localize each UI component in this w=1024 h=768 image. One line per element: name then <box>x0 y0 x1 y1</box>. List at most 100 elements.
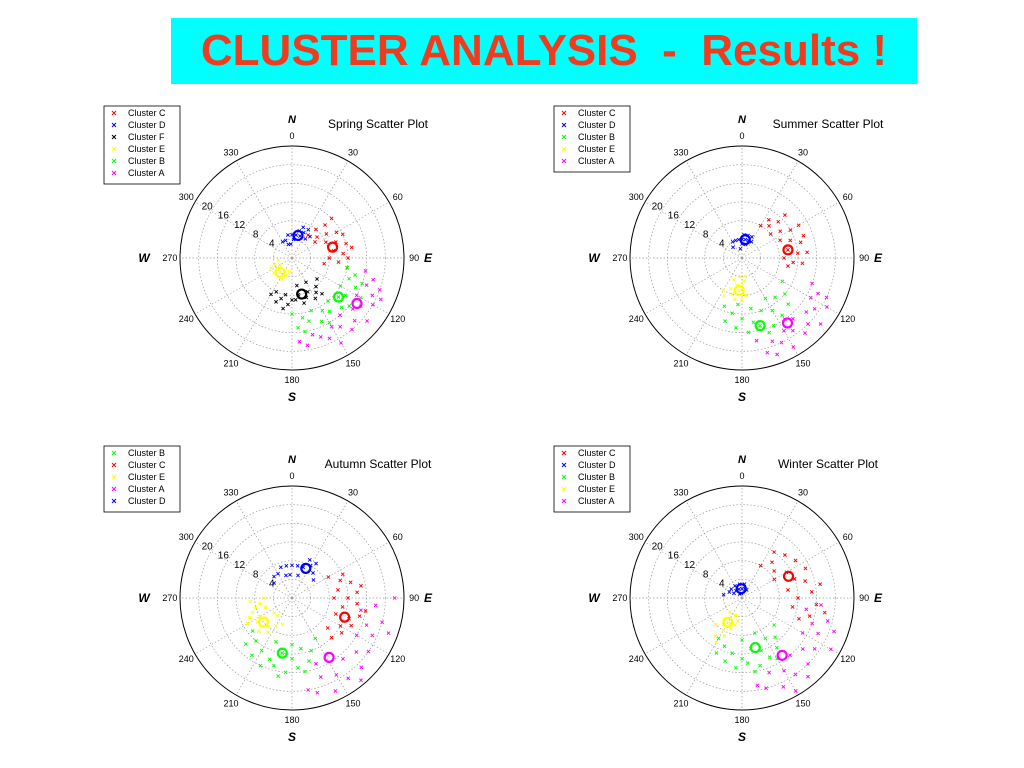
angle-tick-label: 120 <box>390 314 405 324</box>
legend-entry: Cluster B <box>128 448 165 458</box>
radial-tick-label: 16 <box>668 551 680 562</box>
scatter-point <box>754 338 759 343</box>
scatter-point <box>780 313 785 318</box>
compass-e-label: E <box>874 251 883 265</box>
scatter-point <box>782 213 787 218</box>
scatter-point <box>814 602 819 607</box>
scatter-point <box>808 295 813 300</box>
scatter-point <box>728 610 732 615</box>
radial-grid-circle <box>704 220 780 296</box>
scatter-point <box>722 634 727 638</box>
scatter-point <box>359 608 363 613</box>
radial-tick-label: 12 <box>684 560 696 571</box>
scatter-point <box>294 283 299 288</box>
scatter-point <box>314 227 318 232</box>
radial-tick-label: 8 <box>703 229 709 240</box>
scatter-point <box>772 577 777 582</box>
scatter-point <box>788 238 793 243</box>
compass-n-label: N <box>288 114 297 126</box>
legend-marker <box>111 486 117 492</box>
scatter-point <box>347 304 352 308</box>
radial-tick-label: 4 <box>719 579 725 590</box>
scatter-point <box>730 651 735 656</box>
scatter-point <box>758 663 763 668</box>
angle-tick-label: 240 <box>629 654 644 664</box>
scatter-point <box>767 330 772 335</box>
scatter-point <box>269 292 273 297</box>
scatter-point <box>324 231 329 236</box>
angle-tick-label: 60 <box>843 192 853 202</box>
scatter-point <box>736 302 740 307</box>
scatter-point <box>828 647 833 652</box>
scatter-point <box>782 292 787 296</box>
scatter-point <box>363 269 368 273</box>
scatter-point <box>336 260 341 264</box>
radial-tick-label: 12 <box>684 220 696 231</box>
scatter-point <box>745 661 750 666</box>
angle-spoke <box>685 160 743 259</box>
winter-polar-plot: 0 30 60 90 120 150 180 210 240 270 300 330 4 8 12 16 20 N… <box>550 440 910 755</box>
scatter-point <box>300 315 305 320</box>
angle-spoke <box>194 541 293 599</box>
legend-entry: Cluster B <box>128 156 165 166</box>
series-cluster-a <box>755 602 837 693</box>
compass-w-label: W <box>588 591 601 605</box>
scatter-point <box>798 240 803 245</box>
scatter-point <box>752 631 757 636</box>
cluster-centroid-marker <box>781 317 794 329</box>
compass-n-label: N <box>288 454 297 466</box>
scatter-point <box>341 251 346 256</box>
angle-tick-label: 90 <box>409 253 419 263</box>
angle-spoke <box>644 597 743 655</box>
angle-tick-label: 330 <box>673 487 688 497</box>
angle-tick-label: 240 <box>179 654 194 664</box>
scatter-point <box>265 630 270 635</box>
scatter-point <box>786 587 790 592</box>
radial-tick-label: 8 <box>253 569 259 580</box>
angle-spoke <box>741 597 799 696</box>
scatter-point <box>268 265 273 270</box>
cluster-centroid-marker <box>326 241 339 253</box>
scatter-point <box>767 670 772 675</box>
chart-title: Spring Scatter Plot <box>328 117 429 131</box>
scatter-point <box>309 648 314 653</box>
scatter-point <box>306 319 311 324</box>
scatter-point <box>323 240 328 245</box>
scatter-point <box>274 289 279 294</box>
scatter-point <box>732 297 737 302</box>
legend-entry: Cluster B <box>578 472 615 482</box>
scatter-point <box>287 269 292 274</box>
scatter-point <box>327 336 332 341</box>
scatter-point <box>371 277 376 282</box>
scatter-point <box>327 309 332 314</box>
scatter-point <box>377 288 382 292</box>
scatter-point <box>723 659 728 664</box>
scatter-point <box>245 621 250 626</box>
outer-circle <box>179 485 405 711</box>
angle-tick-label: 270 <box>612 253 627 263</box>
scatter-point <box>311 578 316 582</box>
chart-title: Autumn Scatter Plot <box>325 457 432 471</box>
scatter-point <box>722 294 727 298</box>
scatter-point <box>259 648 264 653</box>
scatter-point <box>283 238 288 243</box>
scatter-point <box>304 280 308 285</box>
radial-tick-label: 20 <box>202 541 214 552</box>
scatter-point <box>326 575 331 579</box>
legend-marker <box>111 462 117 468</box>
scatter-point <box>339 340 343 345</box>
scatter-point <box>378 297 383 302</box>
scatter-point <box>788 228 793 232</box>
legend-box <box>553 445 631 513</box>
radial-tick-label: 12 <box>234 560 246 571</box>
scatter-point <box>714 651 719 655</box>
scatter-point <box>340 604 345 609</box>
scatter-point <box>315 235 319 239</box>
scatter-point <box>824 295 829 300</box>
scatter-point <box>343 293 348 298</box>
angle-tick-label: 120 <box>840 314 855 324</box>
scatter-point <box>786 302 791 307</box>
scatter-point <box>767 223 771 228</box>
scatter-point <box>714 640 719 645</box>
legend-marker <box>111 146 117 152</box>
